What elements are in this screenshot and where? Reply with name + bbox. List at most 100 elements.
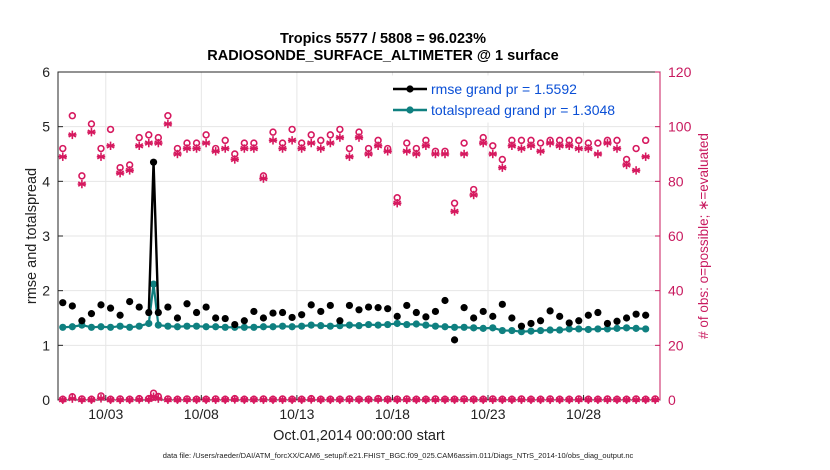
point-rmse [116, 311, 124, 319]
point-totalspread [221, 323, 229, 331]
point-totalspread [450, 323, 459, 331]
point-rmse [517, 322, 526, 330]
point-evaluated [135, 141, 144, 150]
x-tick-label: 10/08 [184, 406, 219, 422]
point-totalspread [278, 322, 287, 330]
point-evaluated [230, 155, 239, 164]
point-rmse [240, 317, 248, 325]
point-rmse [527, 319, 535, 328]
point-rmse [68, 302, 76, 310]
point-evaluated [507, 395, 517, 404]
point-evaluated [536, 395, 545, 404]
point-evaluated [526, 395, 536, 404]
point-rmse [412, 308, 420, 317]
point-totalspread [603, 325, 612, 333]
point-evaluated [421, 141, 431, 150]
point-rmse [364, 303, 373, 311]
point-totalspread [642, 325, 650, 333]
point-evaluated [87, 395, 96, 404]
point-evaluated [125, 166, 134, 175]
point-rmse [164, 303, 172, 311]
point-evaluated [77, 395, 87, 404]
footer-data-file: data file: /Users/raeder/DAI/ATM_forcXX/… [163, 451, 634, 460]
point-evaluated [431, 395, 440, 404]
point-possible [460, 139, 468, 147]
point-totalspread [536, 326, 545, 335]
point-rmse [221, 314, 229, 323]
point-possible [202, 131, 210, 139]
point-evaluated [469, 190, 478, 200]
x-tick-label: 10/28 [566, 406, 601, 422]
point-evaluated [240, 144, 249, 153]
point-totalspread [135, 322, 143, 330]
x-tick-label: 10/23 [470, 406, 505, 422]
point-rmse [202, 303, 210, 311]
point-rmse [422, 313, 430, 321]
point-evaluated [651, 395, 660, 404]
point-evaluated [316, 144, 325, 153]
point-evaluated [593, 395, 603, 404]
point-evaluated [603, 395, 612, 404]
point-evaluated [307, 138, 316, 148]
point-rmse [403, 301, 411, 310]
point-totalspread [183, 322, 191, 330]
point-rmse [298, 311, 306, 319]
point-evaluated [584, 395, 593, 404]
point-evaluated [555, 141, 564, 150]
point-possible [288, 125, 296, 134]
point-evaluated [230, 395, 239, 404]
point-rmse [145, 308, 153, 317]
y-tick-label-left: 1 [42, 337, 50, 353]
point-totalspread [622, 324, 631, 332]
point-evaluated [87, 127, 96, 137]
point-evaluated [201, 138, 211, 148]
point-rmse [192, 308, 201, 317]
point-totalspread [393, 319, 401, 328]
point-evaluated [526, 141, 536, 150]
point-rmse [59, 299, 67, 307]
point-evaluated [154, 394, 163, 403]
point-evaluated [622, 160, 631, 170]
point-possible [326, 131, 335, 139]
point-evaluated [259, 174, 268, 183]
point-possible [78, 172, 86, 180]
point-possible [403, 139, 411, 147]
point-evaluated [163, 119, 173, 129]
point-evaluated [479, 395, 488, 404]
point-possible [517, 136, 526, 145]
point-evaluated [440, 395, 450, 404]
point-rmse [508, 314, 516, 322]
y-tick-label-left: 3 [42, 228, 50, 244]
point-evaluated [268, 136, 278, 145]
x-tick-label: 10/03 [88, 406, 123, 422]
point-rmse [556, 312, 564, 320]
point-rmse [536, 317, 545, 325]
point-totalspread [126, 323, 134, 331]
point-rmse [489, 312, 497, 320]
point-rmse [87, 310, 96, 318]
point-evaluated [641, 395, 650, 404]
point-totalspread [517, 328, 526, 336]
point-possible [59, 144, 67, 153]
point-totalspread [97, 323, 105, 331]
point-evaluated [287, 395, 297, 404]
point-totalspread [613, 324, 621, 332]
point-rmse [355, 306, 363, 314]
point-evaluated [536, 147, 545, 156]
point-evaluated [335, 133, 345, 142]
x-tick-label: 10/13 [279, 406, 314, 422]
grid [58, 72, 660, 400]
point-evaluated [383, 147, 392, 156]
point-totalspread [164, 322, 172, 330]
point-rmse [149, 158, 158, 166]
point-evaluated [545, 138, 555, 148]
point-rmse [603, 319, 612, 328]
point-totalspread [269, 323, 277, 331]
point-evaluated [431, 149, 440, 159]
point-rmse [450, 336, 459, 344]
point-totalspread [355, 322, 363, 330]
point-evaluated [622, 395, 631, 404]
point-rmse [250, 307, 258, 316]
point-rmse [546, 307, 554, 315]
